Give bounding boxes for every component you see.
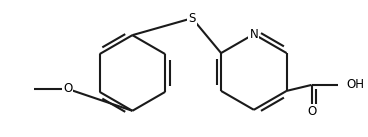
Text: S: S xyxy=(188,12,196,25)
Text: O: O xyxy=(307,105,316,118)
Text: N: N xyxy=(250,28,258,41)
Text: OH: OH xyxy=(346,78,364,91)
Text: O: O xyxy=(63,82,72,95)
